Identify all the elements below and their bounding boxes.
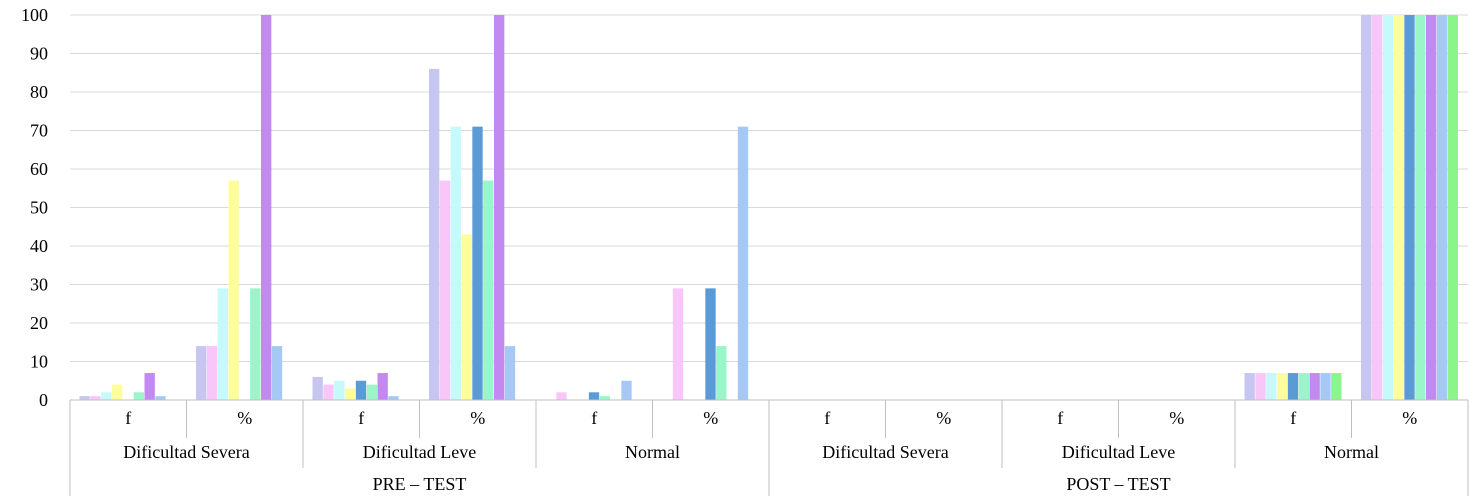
bar	[217, 288, 228, 400]
subgroup-label: Dificultad Severa	[123, 442, 249, 462]
x-tick-label: %	[936, 408, 951, 428]
bar	[133, 392, 144, 400]
x-tick-label: %	[1169, 408, 1184, 428]
subgroup-label: Dificultad Leve	[363, 442, 476, 462]
bar	[144, 373, 155, 400]
bar	[1415, 15, 1426, 400]
bar	[1331, 373, 1342, 400]
bar	[90, 396, 101, 400]
bar	[312, 376, 323, 400]
bar	[1436, 15, 1448, 400]
bar	[705, 288, 716, 400]
bar	[439, 180, 451, 400]
subgroup-label: Dificultad Severa	[822, 442, 948, 462]
gridlines	[70, 14, 1468, 362]
bar	[155, 396, 166, 400]
bar	[450, 126, 461, 401]
group-label: POST – TEST	[1066, 474, 1170, 494]
group-label: PRE – TEST	[373, 474, 467, 494]
bar	[334, 380, 345, 400]
bar	[1320, 373, 1331, 400]
bar	[355, 380, 367, 400]
bar	[1426, 15, 1437, 400]
bar	[271, 346, 283, 400]
y-tick-label: 10	[30, 352, 48, 372]
y-tick-label: 60	[30, 159, 48, 179]
y-tick-label: 30	[30, 275, 48, 295]
bar	[472, 126, 483, 401]
subgroup-label: Normal	[1324, 442, 1379, 462]
x-tick-label: %	[237, 408, 252, 428]
x-tick-label: f	[1290, 408, 1296, 428]
x-tick-label: f	[824, 408, 830, 428]
bar	[112, 384, 123, 400]
bar	[483, 180, 494, 400]
bar	[1255, 373, 1266, 400]
y-tick-label: 80	[30, 82, 48, 102]
bar	[621, 380, 632, 400]
bar	[599, 396, 610, 400]
x-tick-label: f	[591, 408, 597, 428]
y-tick-label: 0	[39, 390, 48, 410]
bar	[504, 346, 516, 400]
bar	[494, 15, 505, 400]
bar	[101, 392, 112, 400]
bar	[1298, 373, 1309, 400]
y-tick-label: 40	[30, 236, 48, 256]
x-tick-label: f	[358, 408, 364, 428]
bar	[79, 396, 90, 400]
bars	[79, 15, 1458, 401]
bar	[556, 392, 567, 400]
bar	[1393, 15, 1404, 400]
x-tick-label: f	[125, 408, 131, 428]
bar	[1361, 15, 1372, 400]
y-tick-label: 50	[30, 198, 48, 218]
x-tick-label: %	[1402, 408, 1417, 428]
bar	[672, 288, 684, 400]
bar	[429, 68, 440, 401]
y-tick-label: 90	[30, 44, 48, 64]
bar	[196, 346, 207, 400]
bar	[345, 388, 356, 400]
bar	[1382, 15, 1393, 400]
subgroup-label: Dificultad Leve	[1062, 442, 1175, 462]
bar	[588, 392, 600, 400]
bar	[377, 373, 388, 400]
bar	[228, 180, 239, 400]
bar	[1309, 373, 1320, 400]
bar	[737, 126, 749, 401]
bar	[388, 396, 399, 400]
bar	[261, 15, 272, 400]
bar	[1244, 373, 1255, 400]
y-tick-label: 70	[30, 121, 48, 141]
subgroup-label: Normal	[625, 442, 680, 462]
bar	[1447, 15, 1458, 400]
bar	[1266, 373, 1277, 400]
bar	[1287, 373, 1299, 400]
category-axis: f% f% f% f% f% f % Dificultad Severa Dificultad …	[69, 399, 1469, 496]
bar	[366, 384, 377, 400]
bar	[716, 346, 727, 400]
bar	[1277, 373, 1288, 400]
y-tick-label: 20	[30, 313, 48, 333]
x-tick-label: %	[470, 408, 485, 428]
bar	[461, 234, 472, 400]
bar	[1371, 15, 1383, 400]
bar	[1404, 15, 1415, 400]
bar	[206, 346, 218, 400]
y-tick-label: 100	[21, 5, 48, 25]
bar	[323, 384, 334, 400]
x-tick-label: f	[1057, 408, 1063, 428]
y-axis-tick-labels: 0 10 20 30 40 50 60 70 80 90 100	[21, 5, 48, 410]
bar	[250, 288, 261, 400]
x-tick-label: %	[703, 408, 718, 428]
